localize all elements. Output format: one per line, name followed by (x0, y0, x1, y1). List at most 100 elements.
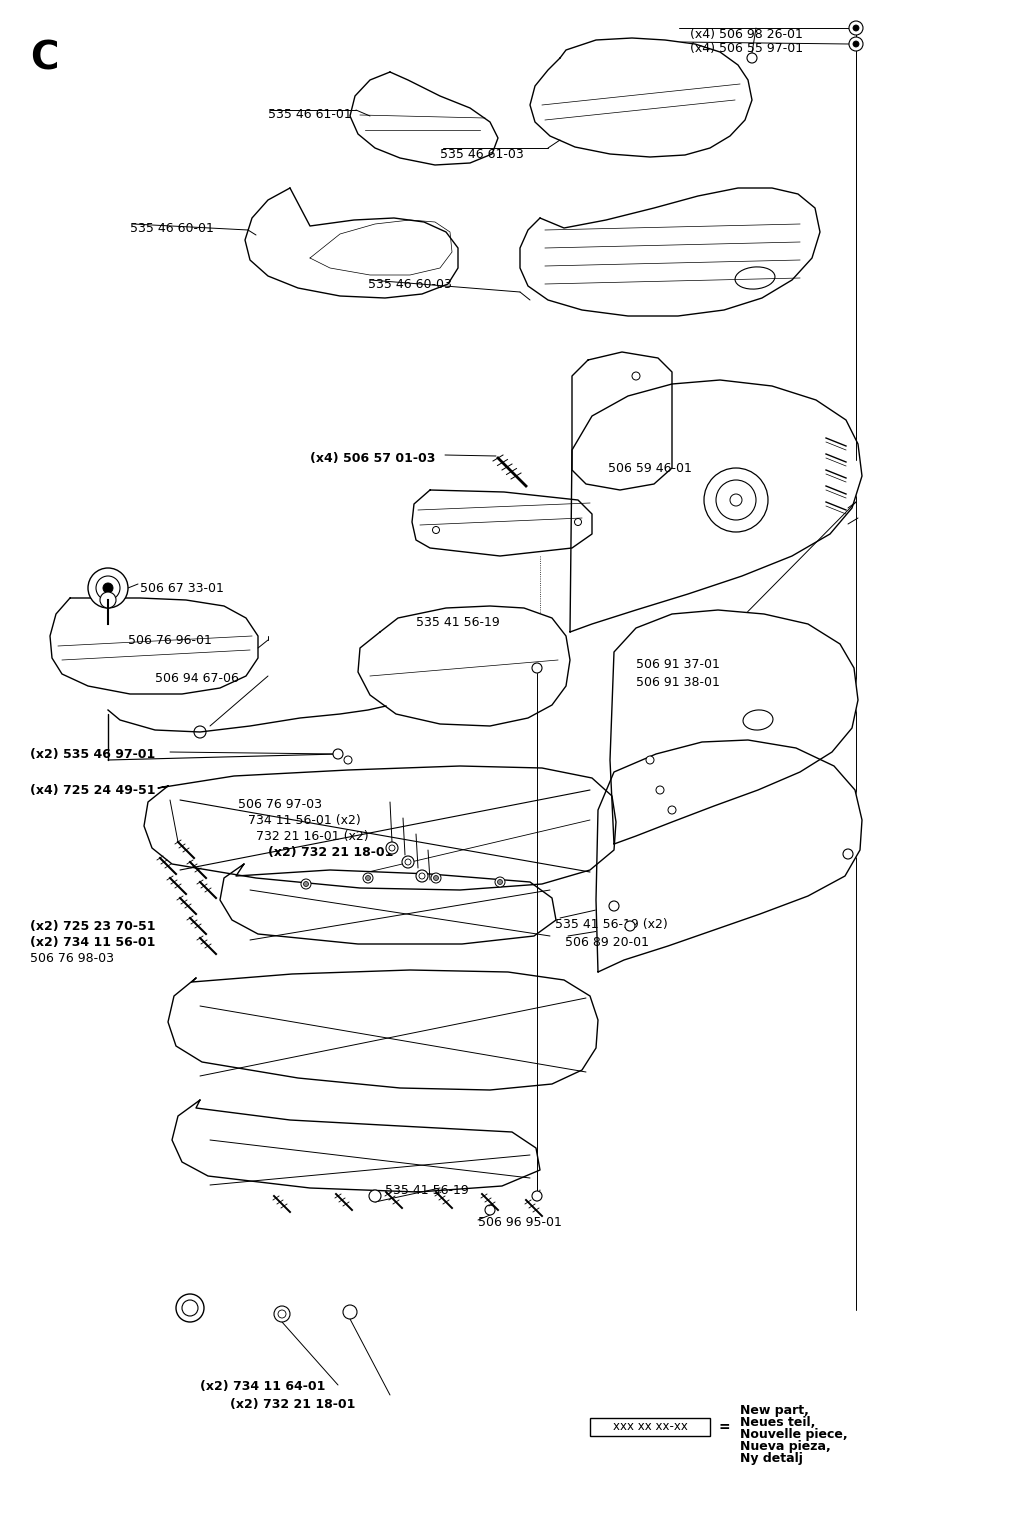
Text: (x2) 732 21 18-01: (x2) 732 21 18-01 (230, 1398, 355, 1412)
Circle shape (532, 662, 542, 673)
Circle shape (849, 37, 863, 50)
Circle shape (495, 877, 505, 887)
Text: (x2) 535 46 97-01: (x2) 535 46 97-01 (30, 748, 156, 761)
Circle shape (609, 900, 618, 911)
Polygon shape (530, 38, 752, 157)
Circle shape (406, 859, 411, 865)
Circle shape (431, 873, 441, 884)
Bar (590, 1418, 710, 1436)
Text: 732 21 16-01 (x2): 732 21 16-01 (x2) (256, 830, 369, 842)
Text: (x4) 506 55 97-01: (x4) 506 55 97-01 (690, 43, 803, 55)
Text: (x4) 506 98 26-01: (x4) 506 98 26-01 (690, 27, 803, 41)
Circle shape (730, 494, 742, 507)
Circle shape (366, 876, 371, 881)
Polygon shape (245, 188, 458, 298)
Text: 535 41 56-19: 535 41 56-19 (385, 1184, 469, 1196)
Circle shape (194, 726, 206, 739)
Text: 506 91 38-01: 506 91 38-01 (636, 676, 720, 690)
Circle shape (100, 592, 116, 607)
Text: (x4) 506 57 01-03: (x4) 506 57 01-03 (310, 452, 435, 465)
Ellipse shape (735, 267, 775, 288)
Text: 535 46 61-03: 535 46 61-03 (440, 148, 523, 162)
Text: Nueva pieza,: Nueva pieza, (740, 1441, 830, 1453)
Circle shape (843, 848, 853, 859)
Circle shape (386, 842, 398, 855)
Polygon shape (220, 864, 556, 945)
Text: 734 11 56-01 (x2): 734 11 56-01 (x2) (248, 813, 360, 827)
Text: 506 67 33-01: 506 67 33-01 (140, 581, 224, 595)
Polygon shape (520, 188, 820, 316)
Polygon shape (144, 766, 616, 890)
Text: 535 46 60-01: 535 46 60-01 (130, 221, 214, 235)
Polygon shape (572, 353, 672, 490)
Polygon shape (358, 606, 570, 726)
Text: 506 59 46-01: 506 59 46-01 (608, 462, 692, 475)
Circle shape (274, 1306, 290, 1322)
Text: 535 41 56-19 (x2): 535 41 56-19 (x2) (555, 919, 668, 931)
Text: xxx xx xx-xx: xxx xx xx-xx (612, 1421, 687, 1433)
Circle shape (303, 882, 308, 887)
Text: New part,: New part, (740, 1404, 809, 1418)
Circle shape (853, 24, 859, 31)
Circle shape (301, 879, 311, 890)
Polygon shape (350, 72, 498, 165)
Text: =: = (718, 1421, 730, 1434)
Text: 506 94 67-06: 506 94 67-06 (155, 671, 239, 685)
Circle shape (182, 1300, 198, 1315)
Text: 506 76 98-03: 506 76 98-03 (30, 952, 114, 964)
Polygon shape (610, 610, 858, 844)
Circle shape (668, 806, 676, 813)
Circle shape (705, 468, 768, 533)
Polygon shape (50, 598, 258, 694)
Circle shape (849, 21, 863, 35)
Circle shape (419, 873, 425, 879)
Circle shape (96, 575, 120, 600)
Circle shape (746, 53, 757, 63)
Circle shape (333, 749, 343, 758)
Circle shape (646, 755, 654, 765)
Text: 506 96 95-01: 506 96 95-01 (478, 1216, 562, 1228)
Text: Ny detalj: Ny detalj (740, 1453, 803, 1465)
Polygon shape (168, 971, 598, 1090)
Text: (x2) 725 23 70-51: (x2) 725 23 70-51 (30, 920, 156, 932)
Circle shape (402, 856, 414, 868)
Circle shape (532, 1190, 542, 1201)
Text: Nouvelle piece,: Nouvelle piece, (740, 1428, 848, 1441)
Circle shape (389, 845, 395, 852)
Circle shape (656, 786, 664, 794)
Text: 506 76 97-03: 506 76 97-03 (238, 798, 322, 810)
Circle shape (344, 755, 352, 765)
Circle shape (416, 870, 428, 882)
Text: C: C (30, 40, 58, 78)
Circle shape (498, 879, 503, 885)
Polygon shape (172, 1100, 540, 1192)
Circle shape (278, 1309, 286, 1318)
Polygon shape (412, 490, 592, 555)
Circle shape (432, 526, 439, 534)
Circle shape (853, 41, 859, 47)
Circle shape (88, 568, 128, 607)
Text: (x2) 732 21 18-01: (x2) 732 21 18-01 (268, 845, 393, 859)
Circle shape (625, 922, 635, 931)
Circle shape (485, 1206, 495, 1215)
Text: 506 91 37-01: 506 91 37-01 (636, 658, 720, 671)
Ellipse shape (743, 710, 773, 729)
Circle shape (343, 1305, 357, 1318)
Circle shape (716, 481, 756, 520)
Circle shape (574, 519, 582, 525)
Text: 535 46 60-03: 535 46 60-03 (368, 278, 452, 291)
Text: Neues teil,: Neues teil, (740, 1416, 815, 1428)
Circle shape (176, 1294, 204, 1322)
Text: 506 89 20-01: 506 89 20-01 (565, 935, 649, 949)
Text: 535 46 61-01: 535 46 61-01 (268, 108, 352, 121)
Polygon shape (570, 380, 862, 632)
Circle shape (433, 876, 438, 881)
Circle shape (632, 372, 640, 380)
Text: 535 41 56-19: 535 41 56-19 (416, 617, 500, 629)
Text: (x4) 725 24 49-51: (x4) 725 24 49-51 (30, 784, 156, 797)
Circle shape (103, 583, 113, 594)
Polygon shape (596, 740, 862, 972)
Circle shape (369, 1190, 381, 1202)
Circle shape (362, 873, 373, 884)
Text: (x2) 734 11 64-01: (x2) 734 11 64-01 (200, 1380, 326, 1393)
